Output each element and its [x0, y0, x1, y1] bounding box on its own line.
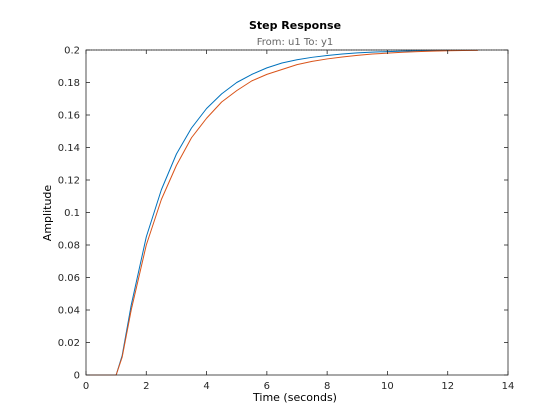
y-tick-label: 0.02 — [58, 338, 80, 349]
chart-title: Step Response — [249, 19, 341, 32]
y-axis-label: Amplitude — [41, 185, 54, 242]
y-tick-label: 0.04 — [58, 306, 80, 317]
x-tick-label: 8 — [324, 381, 330, 392]
x-tick-label: 0 — [83, 381, 89, 392]
x-tick-label: 2 — [143, 381, 149, 392]
y-tick-label: 0.18 — [58, 78, 80, 89]
y-tick-label: 0.1 — [64, 208, 80, 219]
series-line-2 — [86, 49, 478, 376]
chart-subtitle: From: u1 To: y1 — [257, 37, 334, 48]
x-tick-label: 14 — [502, 381, 515, 392]
y-tick-label: 0.06 — [58, 273, 80, 284]
x-tick-label: 12 — [441, 381, 454, 392]
x-tick-label: 4 — [203, 381, 209, 392]
plot-area — [86, 50, 508, 375]
x-axis-label: Time (seconds) — [252, 391, 337, 404]
y-tick-label: 0 — [74, 371, 80, 382]
y-tick-label: 0.08 — [58, 241, 80, 252]
y-ticks: 0 0.02 0.04 0.06 0.08 0.1 0.12 0.14 0.16 0.18 0.2 — [58, 46, 508, 382]
y-tick-label: 0.16 — [58, 111, 80, 122]
y-tick-label: 0.12 — [58, 176, 80, 187]
x-tick-label: 10 — [381, 381, 394, 392]
x-ticks: 0 2 4 6 8 10 12 14 — [83, 50, 515, 392]
y-tick-label: 0.14 — [58, 143, 80, 154]
x-tick-label: 6 — [264, 381, 270, 392]
y-tick-label: 0.2 — [64, 46, 80, 57]
